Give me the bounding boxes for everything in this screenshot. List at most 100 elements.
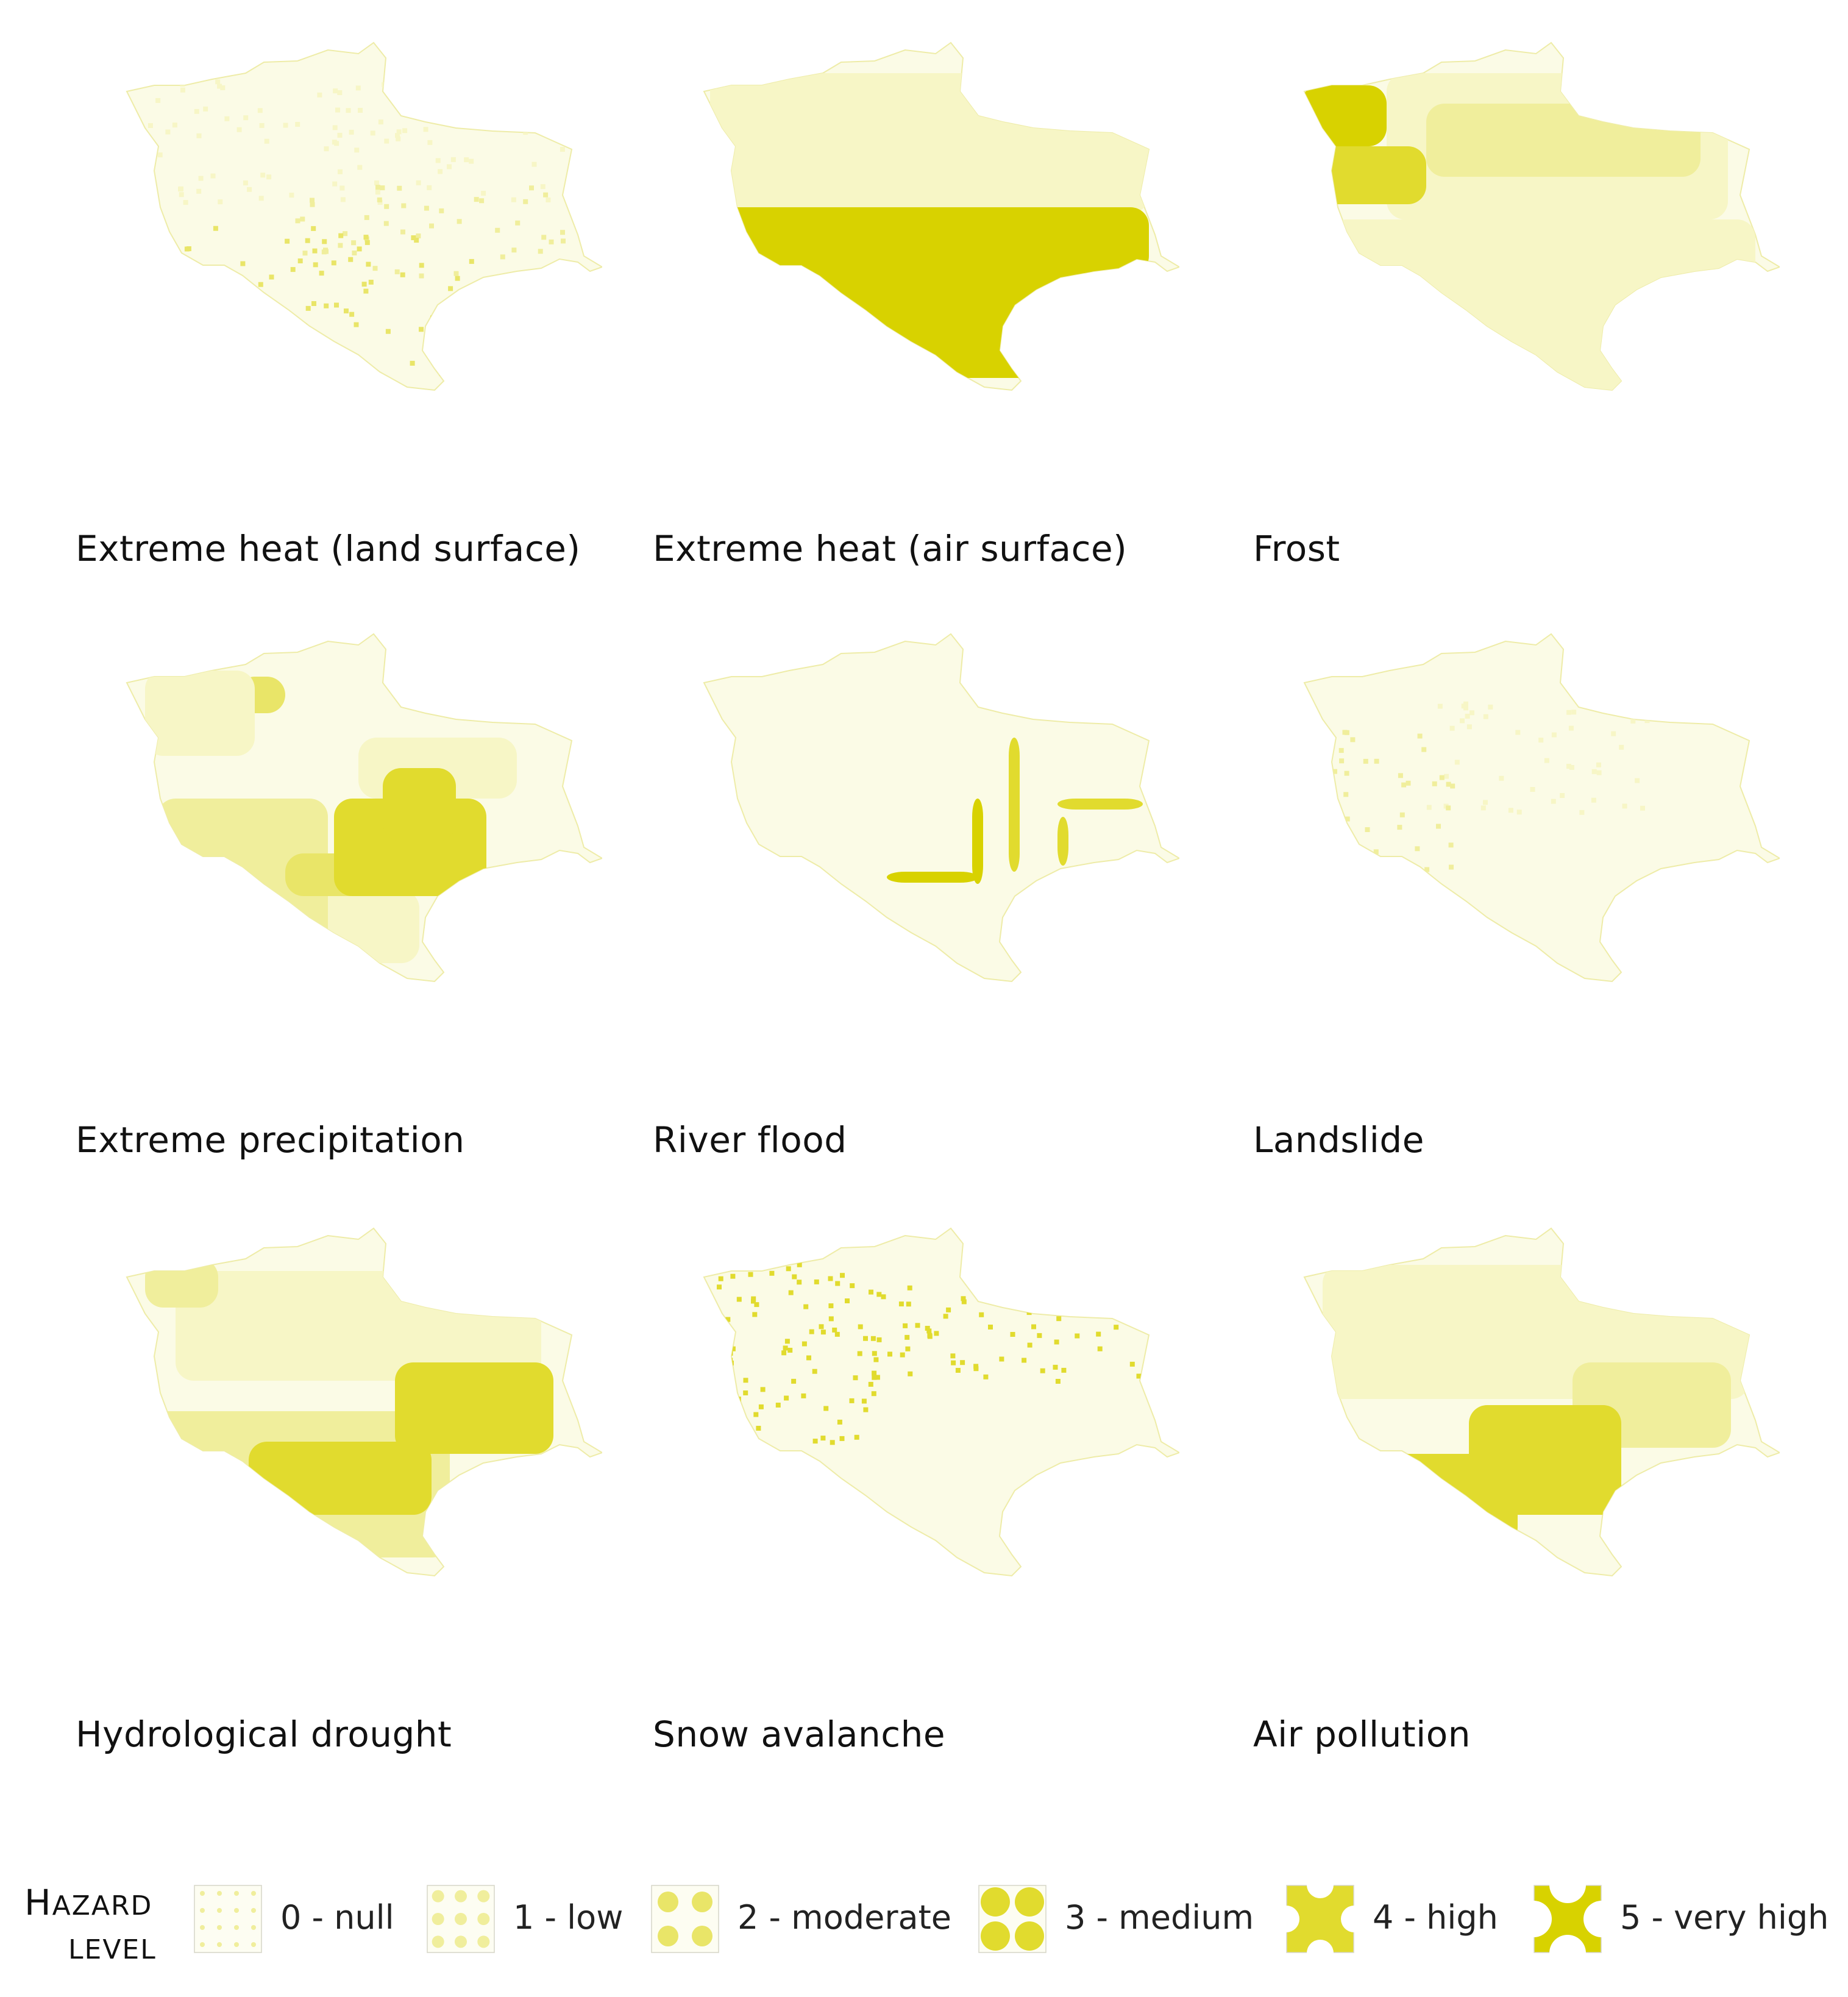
hazard-cell [187, 277, 193, 282]
hazard-cell [1508, 808, 1513, 813]
hazard-cell [539, 269, 544, 275]
hazard-cell [348, 359, 354, 365]
hazard-cell [260, 173, 266, 178]
hazard-cell [541, 235, 547, 240]
hazard-zone [1304, 85, 1387, 146]
hazard-cell [726, 1399, 731, 1404]
hazard-cell [835, 1281, 840, 1286]
hazard-cell [872, 1375, 877, 1380]
map-title: Hydrological drought [76, 1714, 452, 1755]
hazard-cell [1406, 780, 1411, 786]
hazard-cell [474, 197, 479, 202]
hazard-cell [377, 200, 383, 205]
hazard-cell [1096, 1331, 1101, 1337]
hazard-cell [295, 218, 300, 224]
hazard-cell [1622, 803, 1627, 809]
hazard-cell [199, 282, 204, 288]
hazard-cell [769, 1270, 775, 1276]
hazard-cell [500, 254, 505, 260]
hazard-cell [450, 157, 456, 162]
hazard-cell [747, 1441, 752, 1447]
hazard-cell [1437, 703, 1443, 709]
hazard-cell [482, 96, 488, 101]
hazard-cell [907, 1285, 912, 1290]
hazard-cell [946, 1307, 951, 1312]
hazard-cell [751, 1298, 756, 1304]
legend-swatch [978, 1885, 1047, 1953]
hazard-cell [1463, 705, 1468, 711]
hazard-cell [788, 1290, 794, 1295]
hazard-cell [872, 1351, 877, 1356]
hazard-cell [414, 238, 419, 243]
hazard-cell [863, 1407, 869, 1412]
hazard-cell [1635, 778, 1640, 783]
hazard-zone [1057, 799, 1143, 810]
hazard-cell [419, 263, 424, 268]
hazard-cell [427, 185, 432, 190]
hazard-cell [310, 198, 315, 203]
hazard-cell [1424, 867, 1430, 872]
hazard-cell [540, 184, 546, 190]
hazard-cell [1449, 864, 1454, 870]
hazard-cell [198, 176, 204, 181]
hazard-cell [411, 90, 416, 95]
hazard-cell [311, 226, 316, 231]
hazard-cell [529, 185, 534, 191]
hazard-cell [781, 1350, 787, 1356]
hazard-cell [355, 85, 361, 91]
legend-swatch [1533, 1885, 1602, 1953]
hazard-map [1303, 1227, 1780, 1577]
hazard-cell [753, 1412, 759, 1417]
hazard-cell [1566, 710, 1572, 715]
hazard-cell [354, 148, 360, 153]
hazard-zone [1426, 104, 1701, 177]
hazard-cell [479, 353, 485, 358]
hazard-cell [717, 1284, 722, 1290]
hazard-cell [801, 1341, 807, 1347]
hazard-cell [723, 1355, 728, 1361]
hazard-cell [552, 119, 558, 124]
hazard-cell [505, 97, 510, 102]
hazard-cell [158, 368, 164, 374]
hazard-cell [845, 1298, 850, 1303]
hazard-cell [1432, 781, 1437, 786]
hazard-cell [380, 185, 385, 191]
hazard-cell [461, 326, 466, 332]
hazard-cell [148, 171, 154, 177]
hazard-cell [1054, 1339, 1059, 1345]
hazard-cell [334, 363, 339, 369]
hazard-cell [1444, 774, 1449, 779]
hazard-cell [915, 1323, 920, 1328]
hazard-cell [455, 276, 460, 281]
hazard-cell [337, 90, 343, 95]
hazard-cell [308, 352, 313, 357]
hazard-cell [411, 235, 416, 240]
hazard-zone [710, 207, 1149, 274]
hazard-cell [166, 298, 172, 304]
hazard-cell [1061, 1367, 1067, 1373]
hazard-cell [313, 262, 318, 268]
legend-label: 3 - medium [1065, 1898, 1254, 1937]
hazard-cell [1516, 810, 1522, 815]
hazard-cell [425, 88, 431, 94]
hazard-cell [357, 165, 363, 170]
hazard-cell [853, 1375, 858, 1381]
hazard-cell [180, 82, 185, 87]
hazard-cell [758, 1404, 764, 1409]
hazard-cell [310, 202, 315, 207]
hazard-cell [820, 1436, 826, 1441]
hazard-cell [1530, 787, 1535, 792]
hazard-cell [324, 303, 329, 308]
hazard-zone [753, 262, 1094, 378]
hazard-cells [1304, 73, 1755, 390]
hazard-zone [936, 957, 947, 981]
hazard-cell [1373, 849, 1379, 855]
hazard-zone [1329, 219, 1755, 390]
hazard-cell [1499, 775, 1504, 781]
hazard-cell [754, 1302, 759, 1308]
hazard-cell [960, 1360, 965, 1365]
hazard-cell [1571, 710, 1577, 715]
hazard-cell [803, 1304, 809, 1309]
hazard-cell [1596, 770, 1602, 775]
hazard-cell [238, 302, 244, 307]
